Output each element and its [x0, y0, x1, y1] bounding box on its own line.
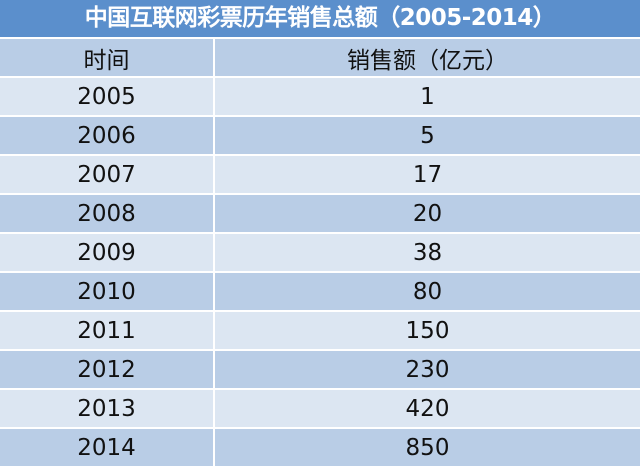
sales-cell: 850	[214, 427, 640, 466]
sales-cell: 17	[214, 154, 640, 194]
table-row: 2014 850	[0, 427, 640, 466]
year-cell: 2009	[0, 232, 215, 272]
table-row: 2005 1	[0, 76, 640, 116]
table-row: 2006 5	[0, 115, 640, 155]
year-cell: 2014	[0, 427, 215, 466]
sales-cell: 420	[214, 388, 640, 428]
sales-cell: 150	[214, 310, 640, 350]
header-row: 时间 销售额（亿元）	[0, 37, 640, 77]
year-cell: 2008	[0, 193, 215, 233]
sales-cell: 1	[214, 76, 640, 116]
year-cell: 2010	[0, 271, 215, 311]
table-row: 2013 420	[0, 388, 640, 428]
year-cell: 2006	[0, 115, 215, 155]
header-year: 时间	[0, 37, 215, 77]
table-row: 2010 80	[0, 271, 640, 311]
sales-table: 时间 销售额（亿元） 2005 1 2006 5 2007 17 2008 20 2009 38 2…	[0, 37, 640, 466]
sales-cell: 20	[214, 193, 640, 233]
year-cell: 2005	[0, 76, 215, 116]
table-row: 2011 150	[0, 310, 640, 350]
sales-cell: 230	[214, 349, 640, 389]
year-cell: 2011	[0, 310, 215, 350]
table-row: 2008 20	[0, 193, 640, 233]
table-title: 中国互联网彩票历年销售总额（2005-2014）	[0, 0, 640, 37]
header-sales: 销售额（亿元）	[214, 37, 640, 77]
sales-cell: 38	[214, 232, 640, 272]
sales-cell: 80	[214, 271, 640, 311]
year-cell: 2012	[0, 349, 215, 389]
table-row: 2012 230	[0, 349, 640, 389]
table-row: 2007 17	[0, 154, 640, 194]
year-cell: 2007	[0, 154, 215, 194]
year-cell: 2013	[0, 388, 215, 428]
sales-cell: 5	[214, 115, 640, 155]
table-row: 2009 38	[0, 232, 640, 272]
